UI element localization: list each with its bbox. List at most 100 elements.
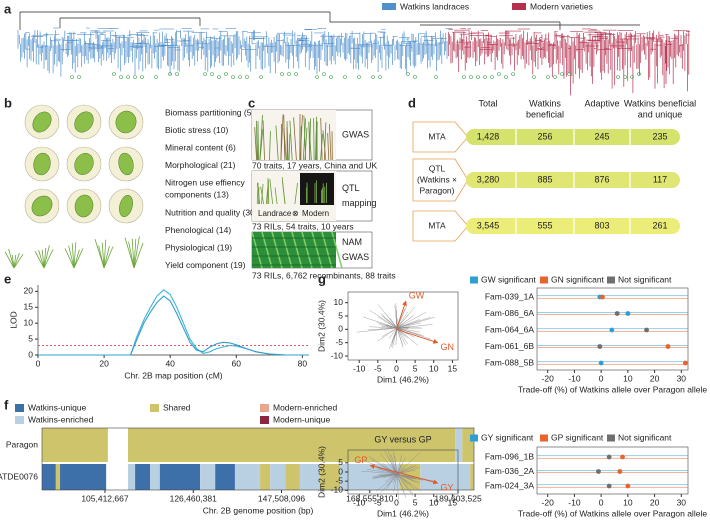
- loading-line: [383, 473, 398, 479]
- vector-label: GP: [354, 455, 367, 465]
- x-axis-label: Trade-off (%) of Watkins allele over Par…: [518, 508, 707, 518]
- method-label: mapping: [342, 198, 377, 208]
- haplotype-segment: [55, 464, 61, 490]
- method-label: QTL: [342, 183, 360, 193]
- trait-icon-detail: [32, 111, 52, 133]
- point: [606, 483, 612, 489]
- point: [644, 327, 649, 333]
- sample-marker: [511, 72, 515, 76]
- grass-stem: [259, 114, 263, 161]
- sample-marker: [77, 75, 81, 79]
- haplotype-segment: [159, 464, 201, 490]
- point: [609, 327, 615, 333]
- haplotype-segment: [150, 464, 160, 490]
- population-caption: 73 RILs, 6,762 recombinants, 88 traits: [252, 270, 396, 280]
- plant-icon: [43, 249, 54, 269]
- x-tick-label: 80: [298, 358, 308, 368]
- legend-swatch: [260, 416, 269, 424]
- plant-icon: [13, 254, 17, 269]
- row-label: WATDE0076: [0, 471, 38, 481]
- haplotype-segment: [135, 464, 151, 490]
- panel-letter: c: [248, 95, 255, 110]
- grass-stem: [302, 118, 307, 161]
- x-tick-label: 10: [623, 497, 633, 507]
- plant-icon: [38, 249, 45, 269]
- haplotype-segment: [420, 464, 471, 490]
- loading-line: [379, 468, 398, 475]
- loading-line: [396, 473, 408, 484]
- y-tick-label: Fam-061_6B: [485, 341, 534, 351]
- sample-marker: [357, 75, 361, 79]
- y-tick-label: 0: [338, 466, 343, 476]
- sample-marker: [546, 75, 550, 79]
- loading-line: [396, 473, 404, 493]
- point: [625, 483, 631, 489]
- x-tick-label: 40: [165, 358, 175, 368]
- trait-icon-detail: [74, 111, 94, 133]
- haplotype-segment: [215, 464, 235, 490]
- x-axis-label: Chr. 2B map position (cM): [124, 370, 222, 380]
- loading-line: [366, 469, 398, 475]
- vector-label: GY: [440, 482, 453, 492]
- x-tick-label: 60: [232, 358, 242, 368]
- count-value: 885: [537, 174, 552, 184]
- sample-marker: [112, 72, 116, 76]
- legend-swatch: [470, 276, 478, 284]
- legend-label: Modern-unique: [273, 414, 330, 424]
- sample-marker: [560, 72, 564, 76]
- method-arrow: [412, 158, 469, 202]
- plant-icon: [41, 249, 45, 269]
- grass-stem: [299, 114, 303, 161]
- loading-line: [396, 327, 404, 346]
- plant-icon: [128, 241, 135, 269]
- grass-stem: [275, 125, 279, 161]
- y-tick-label: Fam-036_2A: [485, 466, 534, 476]
- sample-marker: [154, 75, 158, 79]
- method-label: GWAS: [342, 129, 369, 139]
- loading-line: [393, 473, 398, 492]
- sample-marker: [126, 75, 130, 79]
- y-tick-label: 10: [334, 297, 344, 307]
- sample-marker: [224, 72, 228, 76]
- loading-line: [361, 470, 398, 475]
- loading-line: [396, 473, 413, 496]
- haplotype-segment: [60, 464, 107, 490]
- trait-icon-detail: [119, 194, 133, 218]
- loading-line: [356, 327, 398, 333]
- sample-marker: [413, 75, 417, 79]
- plant-stem: [274, 187, 278, 205]
- trait-vector: [396, 471, 439, 485]
- grass-stem: [283, 128, 286, 161]
- x-tick-label: -5: [374, 363, 382, 373]
- legend-label: Watkins-enriched: [28, 414, 94, 424]
- haplotype-segment: [270, 464, 286, 490]
- haplotype-segment: [462, 428, 474, 462]
- count-value: 3,545: [477, 220, 500, 230]
- x-axis-label: Dim1 (46.2%): [377, 374, 429, 384]
- column-header: Watkins: [529, 98, 561, 108]
- trait-label: Mineral content (6): [165, 142, 236, 152]
- legend-swatch: [15, 404, 24, 412]
- sample-marker: [203, 72, 207, 76]
- sample-marker: [483, 75, 487, 79]
- loading-line: [396, 327, 408, 345]
- grass-stem: [293, 117, 297, 161]
- loading-line: [395, 303, 398, 329]
- loading-line: [395, 327, 398, 346]
- point: [597, 344, 603, 349]
- loading-line: [385, 473, 398, 482]
- trait-label: Morphological (21): [165, 160, 236, 170]
- y-tick-label: -10: [331, 350, 344, 360]
- loading-line: [393, 451, 398, 475]
- plant-icon: [73, 242, 77, 269]
- loading-line: [396, 452, 421, 475]
- sample-marker: [616, 75, 620, 79]
- sample-marker: [231, 75, 235, 79]
- sample-marker: [371, 75, 375, 79]
- haplotype-segment: [340, 464, 401, 490]
- sample-marker: [322, 72, 326, 76]
- loading-line: [369, 310, 398, 329]
- x-tick-label: 189,603,525: [434, 493, 482, 503]
- y-axis-label: Dim2 (30.4%): [316, 300, 326, 352]
- count-value: 261: [652, 220, 667, 230]
